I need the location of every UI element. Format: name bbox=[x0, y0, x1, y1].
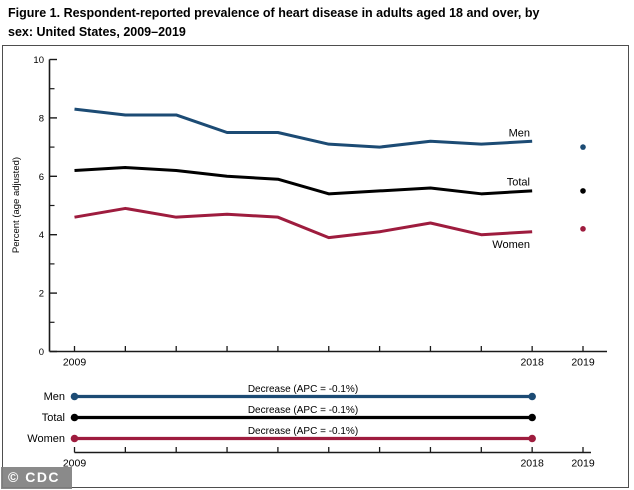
apc-endpoint-women bbox=[528, 434, 536, 443]
apc-endpoint-women bbox=[70, 434, 79, 443]
x-tick-label: 2018 bbox=[520, 357, 544, 369]
men-line bbox=[74, 107, 533, 149]
apc-endpoint-men bbox=[70, 392, 79, 401]
apc-annotation-men: Decrease (APC = -0.1%) bbox=[248, 384, 358, 395]
y-tick-label: 0 bbox=[39, 347, 44, 358]
figure-title-line-2: sex: United States, 2009–2019 bbox=[8, 25, 186, 39]
figure-title: Figure 1. Respondent-reported prevalence… bbox=[8, 4, 628, 42]
women-2019-point bbox=[580, 226, 586, 232]
total-line bbox=[74, 166, 533, 196]
total-2019-point bbox=[580, 188, 586, 194]
women-series-label: Women bbox=[492, 239, 530, 251]
apc-axis-label: 2009 bbox=[63, 458, 87, 470]
y-axis-title: Percent (age adjusted) bbox=[11, 157, 22, 253]
cdc-watermark: © CDC bbox=[1, 467, 73, 489]
apc-row-label-men: Men bbox=[44, 391, 65, 403]
figure-panel: 0 2 4 6 8 10 Percent (age adjusted) 2009 2018 201… bbox=[2, 45, 629, 488]
y-tick-label: 10 bbox=[33, 55, 44, 66]
apc-endpoint-total bbox=[528, 413, 536, 422]
apc-endpoint-total bbox=[70, 413, 79, 422]
women-line bbox=[74, 206, 533, 240]
x-tick-label: 2009 bbox=[63, 357, 87, 369]
y-tick-label: 4 bbox=[39, 230, 44, 241]
y-tick-label: 2 bbox=[39, 289, 44, 300]
apc-endpoint-men bbox=[528, 392, 536, 401]
apc-row-label-women: Women bbox=[27, 433, 65, 445]
figure-title-line-1: Figure 1. Respondent-reported prevalence… bbox=[8, 6, 540, 20]
apc-axis-label: 2018 bbox=[520, 458, 544, 470]
chart-canvas: 0 2 4 6 8 10 Percent (age adjusted) 2009 2018 201… bbox=[11, 55, 607, 470]
men-series-label: Men bbox=[509, 127, 530, 139]
y-tick-label: 8 bbox=[39, 113, 44, 124]
apc-row-label-total: Total bbox=[42, 412, 65, 424]
total-series-label: Total bbox=[507, 176, 530, 188]
men-2019-point bbox=[580, 144, 586, 150]
apc-annotation-total: Decrease (APC = -0.1%) bbox=[248, 405, 358, 416]
apc-annotation-women: Decrease (APC = -0.1%) bbox=[248, 426, 358, 437]
y-tick-label: 6 bbox=[39, 172, 44, 183]
x-tick-label: 2019 bbox=[571, 357, 595, 369]
apc-axis-label: 2019 bbox=[571, 458, 595, 470]
